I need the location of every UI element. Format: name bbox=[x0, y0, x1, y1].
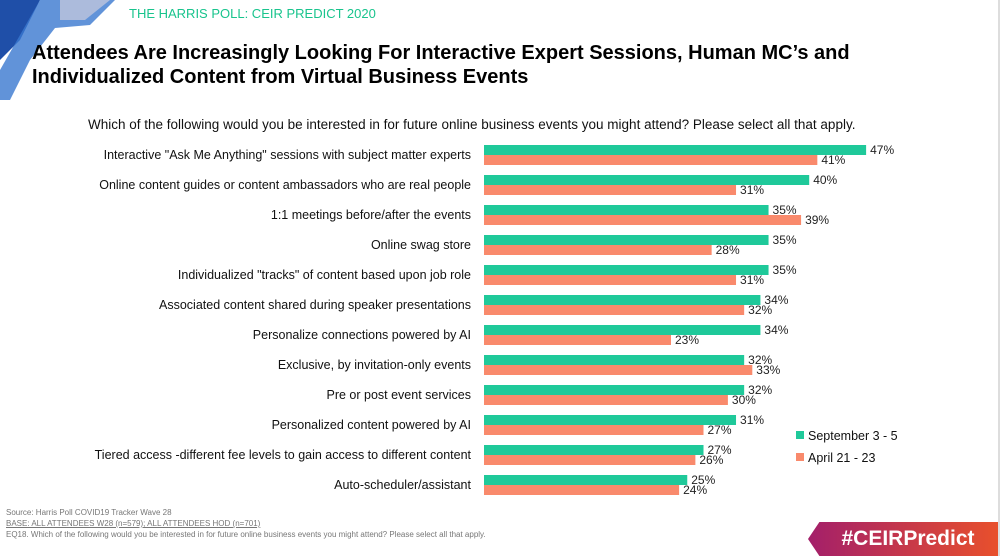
bar bbox=[484, 295, 761, 305]
bar bbox=[484, 395, 728, 405]
data-label: 27% bbox=[708, 423, 732, 437]
bar bbox=[484, 215, 802, 225]
bar bbox=[484, 205, 769, 215]
data-label: 27% bbox=[708, 443, 732, 457]
bar bbox=[484, 275, 737, 285]
bar bbox=[484, 365, 753, 375]
bar bbox=[484, 145, 867, 155]
category-label: Pre or post event services bbox=[326, 388, 471, 402]
legend-swatch bbox=[796, 453, 804, 461]
data-label: 31% bbox=[740, 183, 764, 197]
decorative-corner-graphic bbox=[0, 0, 115, 100]
data-label: 30% bbox=[732, 393, 756, 407]
bar bbox=[484, 485, 680, 495]
question-note: EQ18. Which of the following would you b… bbox=[6, 530, 486, 539]
data-label: 39% bbox=[805, 213, 829, 227]
page-title: Attendees Are Increasingly Looking For I… bbox=[32, 42, 850, 88]
bar bbox=[484, 445, 704, 455]
report-kicker: THE HARRIS POLL: CEIR PREDICT 2020 bbox=[129, 6, 376, 21]
data-label: 25% bbox=[691, 473, 715, 487]
bar bbox=[484, 385, 745, 395]
hashtag-badge: #CEIRPredict bbox=[808, 522, 998, 556]
data-label: 31% bbox=[740, 413, 764, 427]
bar bbox=[484, 325, 761, 335]
legend-swatch bbox=[796, 431, 804, 439]
category-label: Associated content shared during speaker… bbox=[159, 298, 471, 312]
data-label: 41% bbox=[821, 153, 845, 167]
source-note: Source: Harris Poll COVID19 Tracker Wave… bbox=[6, 508, 172, 517]
category-label: Tiered access -different fee levels to g… bbox=[95, 448, 472, 462]
bar bbox=[484, 155, 818, 165]
data-label: 47% bbox=[870, 143, 894, 157]
data-label: 32% bbox=[748, 353, 772, 367]
data-label: 24% bbox=[683, 483, 707, 497]
legend-label: April 21 - 23 bbox=[808, 451, 875, 465]
chart-question: Which of the following would you be inte… bbox=[88, 117, 856, 132]
data-label: 34% bbox=[764, 293, 788, 307]
data-label: 35% bbox=[773, 233, 797, 247]
data-label: 23% bbox=[675, 333, 699, 347]
data-label: 26% bbox=[699, 453, 723, 467]
category-label: Personalized content powered by AI bbox=[272, 418, 471, 432]
legend-label: September 3 - 5 bbox=[808, 429, 898, 443]
bar bbox=[484, 455, 696, 465]
category-label: Online content guides or content ambassa… bbox=[99, 178, 471, 192]
slide-border bbox=[998, 0, 1000, 556]
category-label: Exclusive, by invitation-only events bbox=[278, 358, 471, 372]
data-label: 35% bbox=[773, 203, 797, 217]
data-label: 28% bbox=[716, 243, 740, 257]
data-label: 40% bbox=[813, 173, 837, 187]
data-label: 31% bbox=[740, 273, 764, 287]
base-note: BASE: ALL ATTENDEES W28 (n=579); ALL ATT… bbox=[6, 519, 261, 528]
bar bbox=[484, 355, 745, 365]
data-label: 34% bbox=[764, 323, 788, 337]
bar bbox=[484, 185, 737, 195]
bar bbox=[484, 415, 737, 425]
category-label: Personalize connections powered by AI bbox=[253, 328, 471, 342]
category-label: 1:1 meetings before/after the events bbox=[271, 208, 471, 222]
category-label: Online swag store bbox=[371, 238, 471, 252]
bar bbox=[484, 175, 810, 185]
bar bbox=[484, 425, 704, 435]
category-label: Auto-scheduler/assistant bbox=[334, 478, 471, 492]
bar bbox=[484, 305, 745, 315]
data-label: 33% bbox=[756, 363, 780, 377]
data-label: 35% bbox=[773, 263, 797, 277]
category-label: Individualized "tracks" of content based… bbox=[178, 268, 471, 282]
bar bbox=[484, 265, 769, 275]
category-label: Interactive "Ask Me Anything" sessions w… bbox=[104, 148, 471, 162]
bar bbox=[484, 475, 688, 485]
bar bbox=[484, 245, 712, 255]
bar bbox=[484, 335, 671, 345]
bar bbox=[484, 235, 769, 245]
data-label: 32% bbox=[748, 383, 772, 397]
data-label: 32% bbox=[748, 303, 772, 317]
